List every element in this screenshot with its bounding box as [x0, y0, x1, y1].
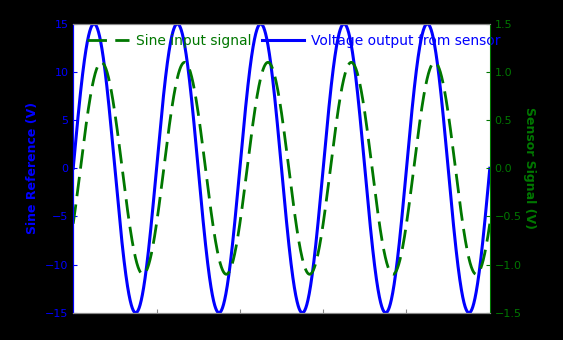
Voltage output from sensor: [466, 311, 472, 315]
Sine input signal: [230, 259, 236, 263]
Line: Sine input signal: Sine input signal: [73, 62, 490, 274]
Sine input signal: [479, 263, 485, 267]
Voltage output from sensor: [118, 229, 124, 233]
Sine input signal: [70, 222, 77, 226]
Voltage output from sensor: [91, 22, 97, 26]
Sine input signal: [486, 222, 493, 226]
Sine input signal: [265, 60, 271, 64]
Voltage output from sensor: [230, 237, 236, 241]
Voltage output from sensor: [486, 166, 493, 170]
Voltage output from sensor: [479, 248, 485, 252]
Sine input signal: [142, 270, 149, 274]
Line: Voltage output from sensor: Voltage output from sensor: [73, 24, 490, 313]
Legend: Sine input signal, Voltage output from sensor: Sine input signal, Voltage output from s…: [84, 31, 503, 50]
Sine input signal: [306, 272, 313, 276]
Sine input signal: [434, 62, 440, 66]
Voltage output from sensor: [142, 272, 149, 276]
Voltage output from sensor: [70, 166, 77, 170]
Voltage output from sensor: [248, 57, 254, 62]
Sine input signal: [248, 136, 254, 140]
Voltage output from sensor: [434, 58, 440, 62]
Sine input signal: [117, 155, 124, 159]
Y-axis label: Sensor Signal (V): Sensor Signal (V): [522, 107, 535, 229]
Y-axis label: Sine Reference (V): Sine Reference (V): [26, 102, 39, 234]
